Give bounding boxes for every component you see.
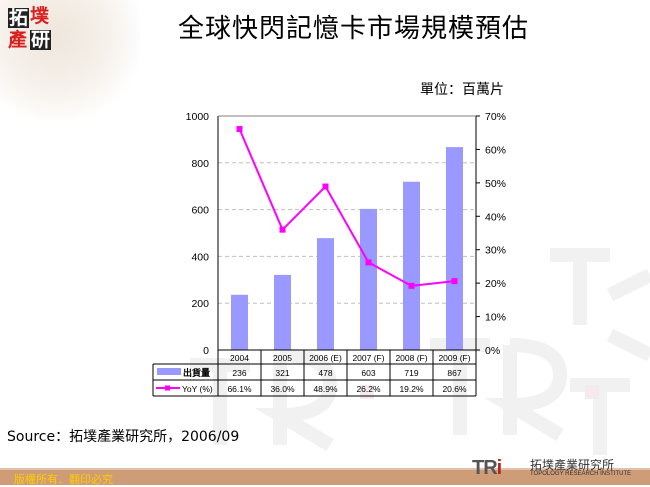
svg-text:2007 (F): 2007 (F): [352, 353, 384, 363]
svg-text:200: 200: [191, 298, 209, 310]
svg-text:出貨量: 出貨量: [183, 367, 210, 379]
logo-char: 拓: [8, 7, 30, 29]
svg-text:66.1%: 66.1%: [227, 384, 252, 394]
svg-text:20.6%: 20.6%: [442, 384, 467, 394]
svg-text:19.2%: 19.2%: [399, 384, 424, 394]
svg-text:719: 719: [404, 368, 418, 378]
bar-series: [231, 147, 463, 350]
grid-lines: [218, 162, 476, 304]
data-table: 2004 236 66.1% 2005 321 36.0% 2006 (E) 478 48.9%…: [152, 349, 477, 397]
svg-text:0: 0: [203, 345, 209, 357]
svg-text:2004: 2004: [230, 353, 249, 363]
svg-text:30%: 30%: [485, 245, 506, 257]
copyright-text: 版權所有．翻印必究: [14, 473, 113, 486]
footer-divider: [0, 468, 650, 470]
svg-text:800: 800: [191, 158, 209, 170]
svg-text:2008 (F): 2008 (F): [395, 353, 427, 363]
svg-text:20%: 20%: [485, 278, 506, 290]
svg-text:10%: 10%: [485, 312, 506, 324]
svg-text:70%: 70%: [485, 111, 506, 123]
logo-char: 墣: [30, 5, 50, 27]
source-citation: Source：拓墣產業研究所，2006/09: [7, 429, 240, 445]
tri-brand-en: TOPOLOGY RESEARCH INSTITUTE: [530, 471, 632, 477]
svg-text:50%: 50%: [485, 178, 506, 190]
footer-bar: [0, 470, 650, 485]
unit-label: 單位：百萬片: [420, 82, 504, 98]
svg-text:867: 867: [447, 368, 461, 378]
svg-text:48.9%: 48.9%: [313, 384, 338, 394]
svg-text:2009 (F): 2009 (F): [438, 353, 470, 363]
svg-text:2006 (E): 2006 (E): [309, 353, 342, 363]
svg-text:36.0%: 36.0%: [270, 384, 295, 394]
svg-text:0%: 0%: [485, 345, 500, 357]
line-series: [236, 126, 458, 289]
svg-text:236: 236: [232, 368, 246, 378]
tri-brand-cn: 拓墣產業研究所: [530, 458, 615, 472]
svg-text:26.2%: 26.2%: [356, 384, 381, 394]
svg-text:603: 603: [361, 368, 375, 378]
svg-text:478: 478: [318, 368, 332, 378]
svg-text:40%: 40%: [485, 211, 506, 223]
axes: [217, 115, 480, 351]
logo-char: 產: [8, 29, 28, 51]
tri-brand-logo: TRi 拓墣產業研究所 TOPOLOGY RESEARCH INSTITUTE: [472, 457, 642, 481]
svg-text:400: 400: [191, 251, 209, 263]
topology-logo: 拓 墣 產 研: [8, 6, 52, 50]
svg-text:2005: 2005: [273, 353, 292, 363]
svg-text:1000: 1000: [186, 111, 210, 123]
page-title: 全球快閃記憶卡市場規模預估: [178, 14, 530, 44]
svg-text:321: 321: [275, 368, 289, 378]
tri-mark: TRi: [472, 457, 502, 479]
svg-text:600: 600: [191, 205, 209, 217]
axis-tick-labels: 0 200 400 600 800 1000 0% 10% 20% 30% 40% 50% 60% 70%: [186, 111, 506, 357]
svg-text:60%: 60%: [485, 144, 506, 156]
svg-text:YoY (%): YoY (%): [182, 384, 213, 394]
logo-char: 研: [30, 29, 52, 51]
